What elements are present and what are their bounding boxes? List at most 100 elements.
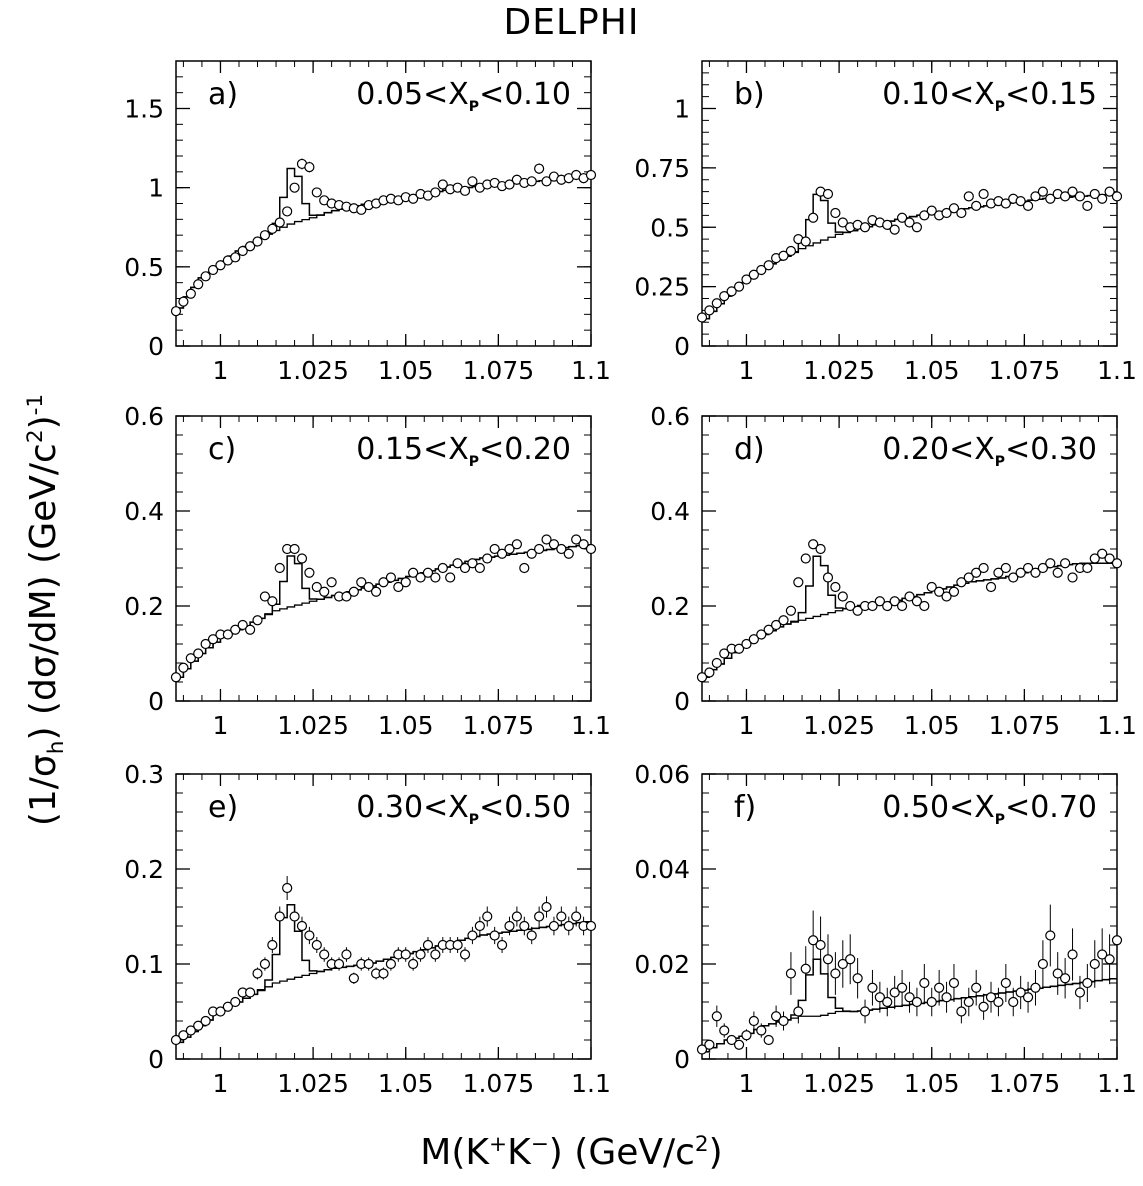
data-point [504, 920, 515, 932]
data-point [289, 543, 300, 555]
x-tick-label: 1.075 [463, 1069, 535, 1098]
data-point [326, 577, 337, 588]
data-point [733, 643, 745, 654]
data-point [415, 949, 426, 960]
data-point [267, 223, 278, 234]
data-point [563, 920, 574, 932]
data-point [408, 567, 419, 578]
data-point [193, 1020, 204, 1031]
data-point [252, 615, 263, 626]
x-tick-label: 1.075 [989, 711, 1061, 740]
data-point [511, 911, 522, 922]
data-point [911, 996, 923, 1008]
data-point [282, 882, 293, 894]
data-point [245, 241, 256, 252]
data-point [311, 187, 322, 198]
data-point [467, 930, 478, 941]
data-point [452, 939, 463, 951]
data-point [259, 958, 271, 970]
y-tick-label: 0 [148, 687, 164, 716]
data-point [837, 958, 848, 970]
y-tick-label: 0.06 [634, 760, 690, 789]
data-point [926, 205, 937, 216]
data-point [222, 629, 233, 640]
x-tick-label: 1.05 [904, 711, 960, 740]
data-point [200, 1015, 211, 1027]
x-tick-label: 1.1 [1097, 1069, 1137, 1098]
data-point [889, 596, 900, 607]
data-point [1000, 562, 1011, 574]
data-point [267, 596, 278, 607]
data-point [971, 200, 982, 211]
data-point [733, 281, 745, 292]
x-tick-label: 1.025 [277, 1069, 349, 1098]
data-point [1015, 567, 1026, 578]
data-point [556, 911, 567, 922]
data-point [1000, 198, 1011, 209]
y-tick-label: 0.25 [634, 273, 690, 302]
data-point [170, 672, 182, 683]
panel-letter: f) [734, 790, 756, 825]
data-point [1082, 200, 1093, 211]
data-point [496, 548, 508, 559]
data-point [963, 996, 974, 1008]
data-point [452, 558, 463, 569]
data-point [711, 298, 722, 309]
data-point [356, 204, 367, 215]
data-point [1045, 930, 1056, 941]
data-point [1022, 200, 1034, 211]
data-point [978, 1001, 989, 1012]
panel-letter: d) [734, 432, 765, 467]
data-point [719, 1025, 730, 1036]
data-point [526, 548, 537, 559]
data-point [1082, 562, 1093, 574]
data-point [985, 581, 997, 593]
data-point [348, 586, 359, 597]
data-point [867, 982, 878, 993]
panel-letter: b) [734, 77, 765, 112]
data-point [1000, 977, 1011, 989]
data-point [252, 236, 263, 247]
data-point [1074, 191, 1086, 202]
data-point [207, 634, 219, 645]
data-point [1052, 968, 1063, 979]
data-point [430, 187, 441, 198]
y-tick-label: 0.4 [124, 497, 164, 526]
data-point [889, 987, 900, 998]
data-point [193, 279, 204, 290]
data-point [185, 288, 196, 299]
data-point [578, 539, 589, 550]
data-point [763, 1034, 774, 1046]
data-point [445, 572, 456, 583]
x-tick-label: 1.05 [378, 356, 434, 385]
data-point [1030, 191, 1041, 202]
data-point [800, 553, 811, 564]
data-point [385, 572, 397, 583]
background-histogram [702, 562, 1117, 678]
data-point [956, 207, 967, 219]
data-point [356, 577, 367, 588]
data-point [519, 920, 530, 932]
fit-histogram [176, 167, 591, 309]
data-point [1037, 562, 1048, 574]
data-point [852, 973, 863, 984]
x-label-sup: − [530, 1132, 549, 1157]
data-point [245, 987, 256, 998]
chart-panel: 1 1.025 1.05 1.075 1.1 0 0.02 0.04 0.06 f) 0.50<XP… [634, 760, 1137, 1098]
background-histogram [176, 921, 591, 1044]
data-point [971, 982, 982, 993]
y-tick-label: 0.6 [124, 402, 164, 431]
data-point [948, 203, 960, 214]
data-point [185, 653, 196, 664]
data-point [978, 562, 989, 574]
data-point [815, 939, 826, 951]
data-point [874, 992, 885, 1003]
data-point [1074, 987, 1086, 998]
x-label-part: K [507, 1132, 531, 1173]
data-point [534, 163, 545, 174]
data-point [519, 562, 530, 574]
data-point [1008, 996, 1019, 1008]
data-point [230, 624, 241, 635]
data-point [1022, 992, 1034, 1003]
